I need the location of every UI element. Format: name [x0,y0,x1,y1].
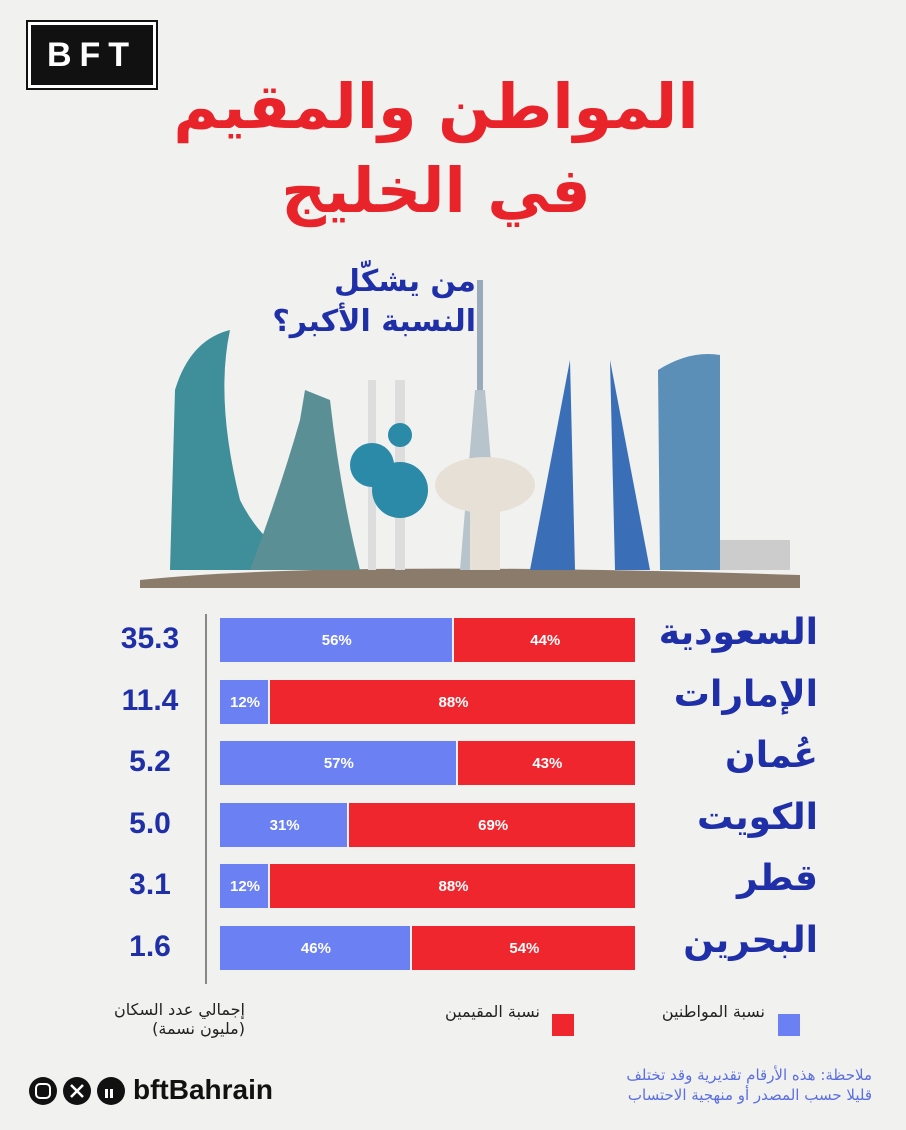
value-label: 43% [532,755,563,773]
total-label: 5.2 [129,745,171,779]
legend-label: نسبة المقيمين [445,1002,540,1021]
handle: bftBahrain [133,1074,273,1105]
total-label: 5.0 [129,806,171,840]
legend-swatch [552,1014,574,1036]
bar-segment [270,679,635,724]
totals-legend: إجمالي عدد السكان (مليون نسمة) [114,1000,245,1038]
legend-label: نسبة المواطنين [661,1002,765,1021]
legend-swatch [778,1014,800,1036]
category-label: البحرين [683,920,818,961]
total-label: 1.6 [129,930,171,963]
category-label: الإمارات [673,673,818,715]
bar-segment [220,618,452,662]
bar-segment [220,741,456,786]
note: قليلا حسب المصدر أو منهجية الاحتساب [627,1086,872,1104]
bar-segment [411,926,635,970]
value-label: 54% [509,940,540,957]
value-label: 12% [230,693,261,711]
bar-segment [349,802,635,847]
note: ملاحظة: هذه الأرقام تقديرية وقد تختلف [626,1066,872,1084]
total-label: 11.4 [121,683,179,717]
value-label: 44% [530,632,561,649]
value-label: 88% [438,693,469,711]
total-label: 3.1 [129,868,171,902]
bar-segment [220,926,410,970]
category-label: الكويت [697,796,818,838]
bar-segment [457,741,635,786]
title: المواطن والمقيم [173,70,699,143]
skyline [140,280,800,588]
category-label: عُمان [725,735,818,777]
category-label: قطر [736,858,818,900]
value-label: 12% [230,878,261,896]
total-label: 35.3 [120,622,180,655]
category-label: السعودية [658,612,818,653]
value-label: 56% [321,632,352,649]
value-label: 57% [323,755,354,773]
value-label: 46% [300,940,331,957]
bar-segment [270,864,635,909]
bar-segment [220,864,269,909]
title: في الخليج [281,154,591,227]
value-label: 31% [269,816,300,834]
social-icons [29,1077,125,1105]
bar-segment [220,679,269,724]
logo: BFT [26,20,158,90]
subtitle: النسبة الأكبر؟ [272,304,476,339]
axis-line [205,614,207,984]
subtitle: من يشكّل [333,264,476,299]
bar-segment [220,802,348,847]
value-label: 69% [478,816,509,834]
bar-segment [453,618,635,662]
value-label: 88% [438,878,469,896]
